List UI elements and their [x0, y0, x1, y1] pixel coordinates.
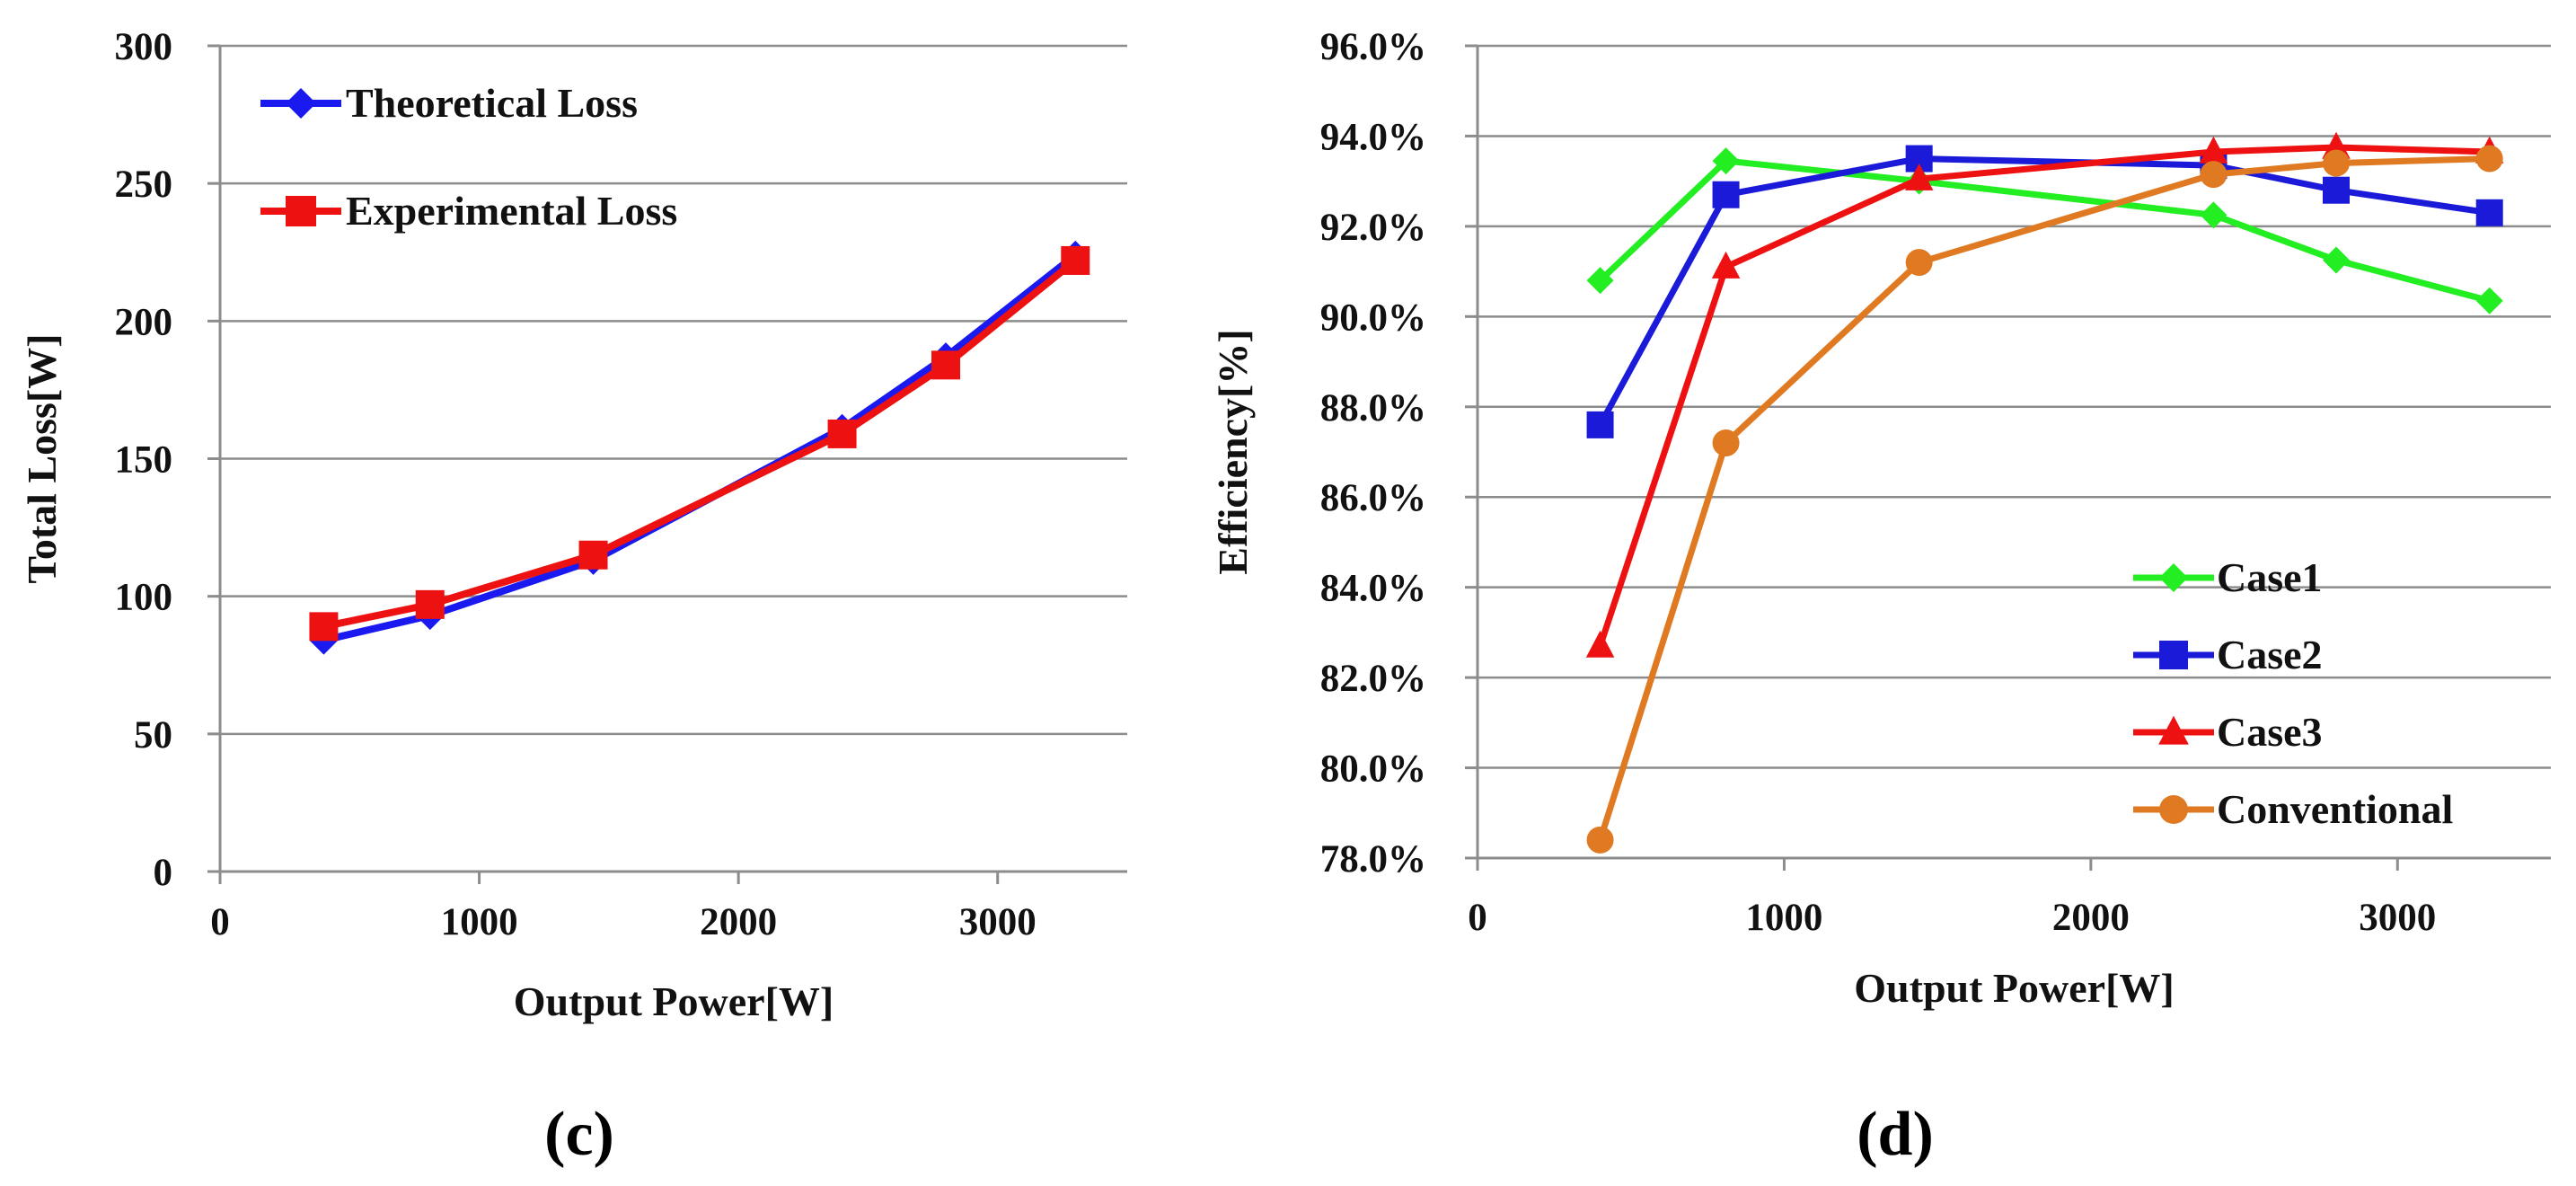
x-tick-label: 0: [210, 901, 230, 943]
series-line: [320, 256, 1080, 631]
y-tick-label: 200: [115, 301, 173, 343]
data-point: [309, 612, 339, 642]
series-conventional: [1586, 145, 2503, 854]
legend-marker: [2159, 641, 2188, 669]
y-tick-label: 250: [115, 164, 173, 206]
data-point: [1586, 267, 1614, 295]
y-tick-label: 82.0%: [1320, 658, 1426, 700]
x-tick-label: 3000: [959, 901, 1037, 943]
legend-label: Conventional: [2217, 786, 2453, 832]
x-tick-label: 1000: [441, 901, 518, 943]
data-point: [2199, 136, 2228, 164]
legend-item: Case2: [2133, 632, 2323, 677]
y-axis-title: Total Loss[W]: [19, 333, 65, 583]
y-tick-label: 150: [115, 439, 173, 482]
data-point: [2323, 176, 2350, 204]
data-point: [931, 350, 960, 380]
y-tick-label: 300: [115, 26, 173, 68]
x-tick-label: 0: [1468, 897, 1487, 939]
data-point: [2475, 199, 2503, 226]
chart-d-efficiency: 78.0% 80.0% 82.0% 84.0% 86.0% 88.0% 90.0% 92.0%…: [1210, 26, 2551, 1169]
legend-marker: [2158, 715, 2189, 745]
gridlines: [220, 44, 1127, 736]
legend: Theoretical Loss Experimental Loss: [260, 80, 677, 234]
series-line: [1597, 157, 2493, 305]
data-point: [2475, 287, 2503, 314]
series-case1: [1586, 147, 2503, 314]
series-case3: [1585, 131, 2504, 658]
data-point: [2200, 161, 2228, 189]
legend-item: Conventional: [2133, 786, 2453, 832]
y-tick-label: 86.0%: [1320, 477, 1426, 519]
y-tick-label: 78.0%: [1320, 838, 1426, 881]
y-tick-label: 88.0%: [1320, 387, 1426, 429]
series-line: [1597, 144, 2493, 650]
data-point: [1904, 163, 1934, 190]
series-experimental-loss: [309, 245, 1090, 642]
legend-marker: [2159, 563, 2188, 592]
legend-label: Theoretical Loss: [346, 80, 638, 126]
figure-caption: (d): [1857, 1100, 1934, 1169]
legend-label: Case2: [2217, 632, 2323, 677]
x-axis-title: Output Power[W]: [1854, 965, 2174, 1011]
y-tick-label: 90.0%: [1320, 296, 1426, 339]
data-point: [415, 589, 445, 619]
y-tick-label: 0: [154, 852, 173, 894]
y-tick-label: 92.0%: [1320, 207, 1426, 249]
data-point: [827, 419, 857, 448]
y-tick-label: 50: [134, 714, 172, 757]
gridlines: [1478, 44, 2551, 769]
y-tick-label: 84.0%: [1320, 568, 1426, 610]
x-tick-label: 2000: [700, 901, 777, 943]
data-point: [2323, 149, 2350, 177]
x-tick-label: 3000: [2359, 897, 2436, 939]
legend-item: Theoretical Loss: [260, 80, 638, 126]
legend-item: Case3: [2133, 709, 2323, 755]
y-axis-title: Efficiency[%]: [1210, 329, 1256, 574]
legend-marker: [286, 196, 316, 226]
data-point: [2200, 201, 2228, 229]
x-tick-label: 2000: [2052, 897, 2130, 939]
figure-caption: (c): [544, 1100, 614, 1169]
y-tick-label: 80.0%: [1320, 748, 1426, 791]
series-line: [1597, 155, 2493, 429]
data-point: [1585, 630, 1615, 658]
data-point: [1586, 826, 1614, 854]
tick-marks: [207, 44, 1000, 884]
data-point: [578, 540, 608, 570]
data-point: [1712, 181, 1740, 208]
legend-marker: [286, 88, 316, 119]
data-point: [1711, 251, 1741, 279]
legend-marker: [2159, 795, 2188, 824]
y-tick-label: 100: [115, 577, 173, 619]
tick-marks: [1465, 44, 2399, 871]
legend-item: Case1: [2133, 554, 2323, 600]
legend-label: Case1: [2217, 554, 2323, 600]
data-point: [1712, 429, 1740, 456]
y-tick-label: 96.0%: [1320, 26, 1426, 68]
data-point: [2323, 246, 2350, 274]
legend: Case1 Case2 Case3 Conventional: [2133, 554, 2453, 832]
legend-label: Experimental Loss: [346, 188, 677, 234]
data-point: [1061, 245, 1090, 275]
data-point: [1586, 411, 1614, 438]
legend-item: Experimental Loss: [260, 188, 677, 234]
series-line: [1597, 155, 2493, 844]
data-point: [2475, 145, 2503, 173]
y-tick-label: 94.0%: [1320, 116, 1426, 158]
x-axis-title: Output Power[W]: [514, 978, 834, 1024]
data-point: [1905, 249, 1933, 277]
data-point: [1712, 147, 1740, 175]
x-tick-label: 1000: [1745, 897, 1822, 939]
legend-label: Case3: [2217, 709, 2323, 755]
